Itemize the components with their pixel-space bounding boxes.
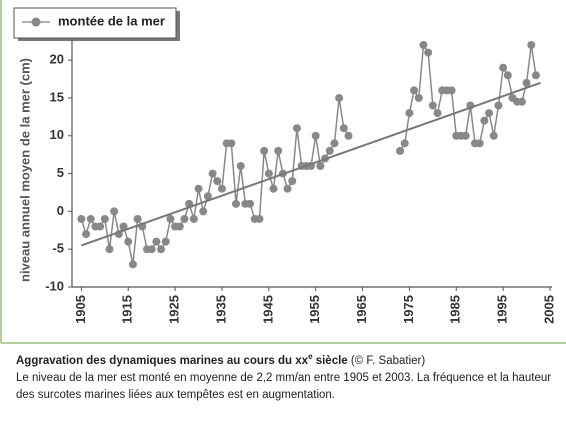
y-tick-label: -10	[45, 278, 64, 293]
data-point	[152, 237, 161, 246]
data-point	[447, 86, 456, 95]
data-point	[489, 131, 498, 140]
data-point	[110, 207, 119, 216]
data-point	[199, 207, 208, 216]
trend-line	[81, 81, 541, 247]
caption-title-end: siècle	[312, 354, 348, 367]
data-point	[344, 131, 353, 140]
data-point	[269, 184, 278, 193]
legend-box	[13, 7, 177, 39]
data-point	[86, 214, 95, 223]
data-point	[166, 214, 175, 223]
y-tick-label: 15	[50, 89, 64, 104]
x-tick-label: 1945	[260, 295, 275, 324]
x-tick-label: 1955	[307, 295, 322, 324]
data-point	[335, 93, 344, 102]
data-point	[100, 214, 109, 223]
data-point	[311, 131, 320, 140]
data-point	[475, 139, 484, 148]
data-point	[77, 214, 86, 223]
data-point	[128, 260, 137, 269]
caption-title-sup: e	[308, 352, 313, 361]
data-point	[325, 146, 334, 155]
data-point	[119, 222, 128, 231]
y-tick-label: 20	[50, 52, 64, 67]
data-point	[428, 101, 437, 110]
data-point	[527, 41, 536, 49]
x-tick-label: 1915	[120, 295, 135, 324]
caption-title: Aggravation des dynamiques marines au co…	[16, 354, 309, 367]
data-point	[531, 71, 540, 80]
data-point	[522, 78, 531, 87]
caption: Aggravation des dynamiques marines au co…	[16, 348, 556, 404]
data-point	[217, 184, 226, 193]
data-point	[189, 214, 198, 223]
data-point	[419, 41, 428, 49]
x-tick-label: 1925	[167, 295, 182, 324]
y-tick-label: 5	[57, 165, 64, 180]
data-point	[175, 222, 184, 231]
data-point	[288, 177, 297, 186]
legend-label: montée de la mer	[58, 13, 165, 28]
data-point	[292, 124, 301, 133]
data-point	[339, 124, 348, 133]
y-tick-label: -5	[52, 241, 64, 256]
data-line	[80, 42, 537, 265]
data-point	[517, 97, 526, 106]
data-point	[485, 109, 494, 118]
data-point	[105, 245, 114, 254]
data-point	[264, 169, 273, 178]
data-point	[424, 48, 433, 57]
data-point	[316, 162, 325, 170]
data-point	[124, 237, 133, 246]
data-point	[503, 71, 512, 80]
x-tick-label: 1935	[213, 295, 228, 324]
y-tick-label: 0	[57, 203, 64, 218]
data-point	[203, 192, 212, 201]
x-tick-label: 1965	[354, 295, 369, 324]
y-tick-label: 10	[50, 127, 64, 142]
x-tick-label: 1985	[448, 295, 463, 324]
data-point	[461, 131, 470, 140]
data-point	[405, 109, 414, 118]
data-point	[330, 139, 339, 148]
data-point	[236, 162, 245, 170]
data-point	[82, 230, 91, 239]
caption-credit: (© F. Sabatier)	[350, 354, 426, 367]
data-point	[410, 86, 419, 95]
data-point	[414, 93, 423, 102]
x-tick-label: 1975	[401, 295, 416, 324]
data-point	[255, 214, 264, 223]
data-point	[213, 177, 222, 186]
data-point	[232, 199, 241, 208]
data-point	[246, 199, 255, 208]
data-point	[274, 146, 283, 155]
chart: niveau annuel moyen de la mer (cm) monté…	[0, 0, 566, 344]
data-point	[157, 245, 166, 254]
data-point	[480, 116, 489, 125]
x-tick-label: 2005	[541, 295, 556, 324]
data-point	[133, 214, 142, 223]
x-tick-label: 1905	[73, 295, 88, 324]
caption-text: Le niveau de la mer est monté en moyenne…	[16, 371, 552, 401]
x-tick-label: 1995	[495, 295, 510, 324]
data-point	[180, 214, 189, 223]
data-point	[433, 109, 442, 118]
y-axis-label: niveau annuel moyen de la mer (cm)	[17, 58, 32, 282]
data-point	[208, 169, 217, 178]
data-point	[227, 139, 236, 148]
data-point	[260, 146, 269, 155]
data-point	[400, 139, 409, 148]
data-point	[161, 237, 170, 246]
data-point	[396, 146, 405, 155]
data-point	[283, 184, 292, 193]
data-point	[494, 101, 503, 110]
data-point	[194, 184, 203, 193]
data-point	[499, 63, 508, 72]
data-point	[147, 245, 156, 254]
data-point	[96, 222, 105, 231]
legend-marker	[31, 17, 41, 27]
